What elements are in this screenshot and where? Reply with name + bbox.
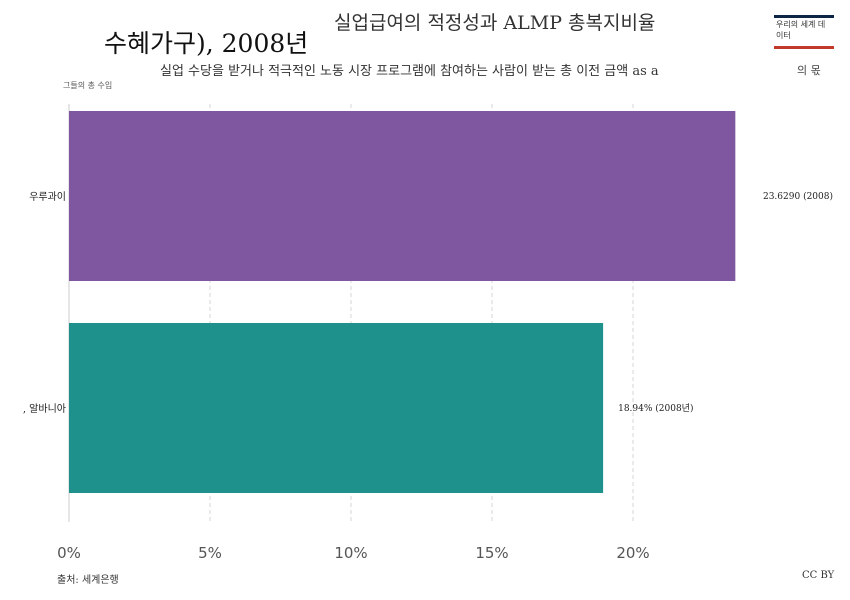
x-tick-label: 5% — [198, 544, 222, 562]
chart-subtitle-tail: 의 몫 — [797, 64, 821, 77]
bar — [69, 323, 604, 493]
license-label[interactable]: CC BY — [802, 570, 835, 581]
chart-subtitle-continued: 그들의 총 수입 — [63, 81, 113, 90]
x-tick-label: 10% — [334, 544, 367, 562]
owid-logo[interactable]: 우리의 세계 데이터 — [774, 15, 834, 49]
x-tick-label: 20% — [616, 544, 649, 562]
category-label: 우루과이 — [29, 191, 66, 203]
x-tick-label: 15% — [475, 544, 508, 562]
category-label: , 알바니아 — [23, 403, 66, 415]
source-note[interactable]: 출처: 세계은행 — [57, 575, 119, 586]
value-label: 18.94% (2008년) — [618, 403, 693, 414]
x-tick-label: 0% — [57, 544, 81, 562]
chart-subtitle: 실업 수당을 받거나 적극적인 노동 시장 프로그램에 참여하는 사람이 받는 … — [160, 64, 659, 79]
chart-title-continued: 수혜가구), 2008년 — [104, 29, 309, 58]
logo-text: 우리의 세계 데이터 — [776, 20, 826, 40]
value-label: 23.6290 (2008) — [763, 191, 833, 202]
bar — [69, 111, 736, 281]
chart-title: 실업급여의 적정성과 ALMP 총복지비율 — [334, 12, 656, 34]
